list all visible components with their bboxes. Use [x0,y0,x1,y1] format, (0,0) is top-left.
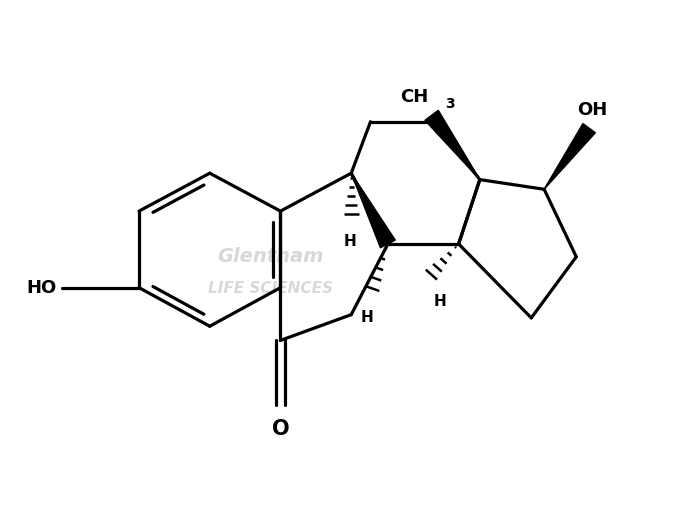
Text: OH: OH [577,100,608,119]
Text: 3: 3 [445,97,454,111]
Text: H: H [344,235,356,249]
Text: HO: HO [26,279,56,296]
Text: H: H [361,309,374,324]
Text: LIFE SCIENCES: LIFE SCIENCES [208,281,333,296]
Polygon shape [351,173,395,248]
Polygon shape [425,110,480,179]
Text: Glentham: Glentham [218,248,324,266]
Text: CH: CH [400,88,428,106]
Polygon shape [544,124,595,189]
Text: H: H [434,294,446,309]
Text: O: O [271,419,290,439]
